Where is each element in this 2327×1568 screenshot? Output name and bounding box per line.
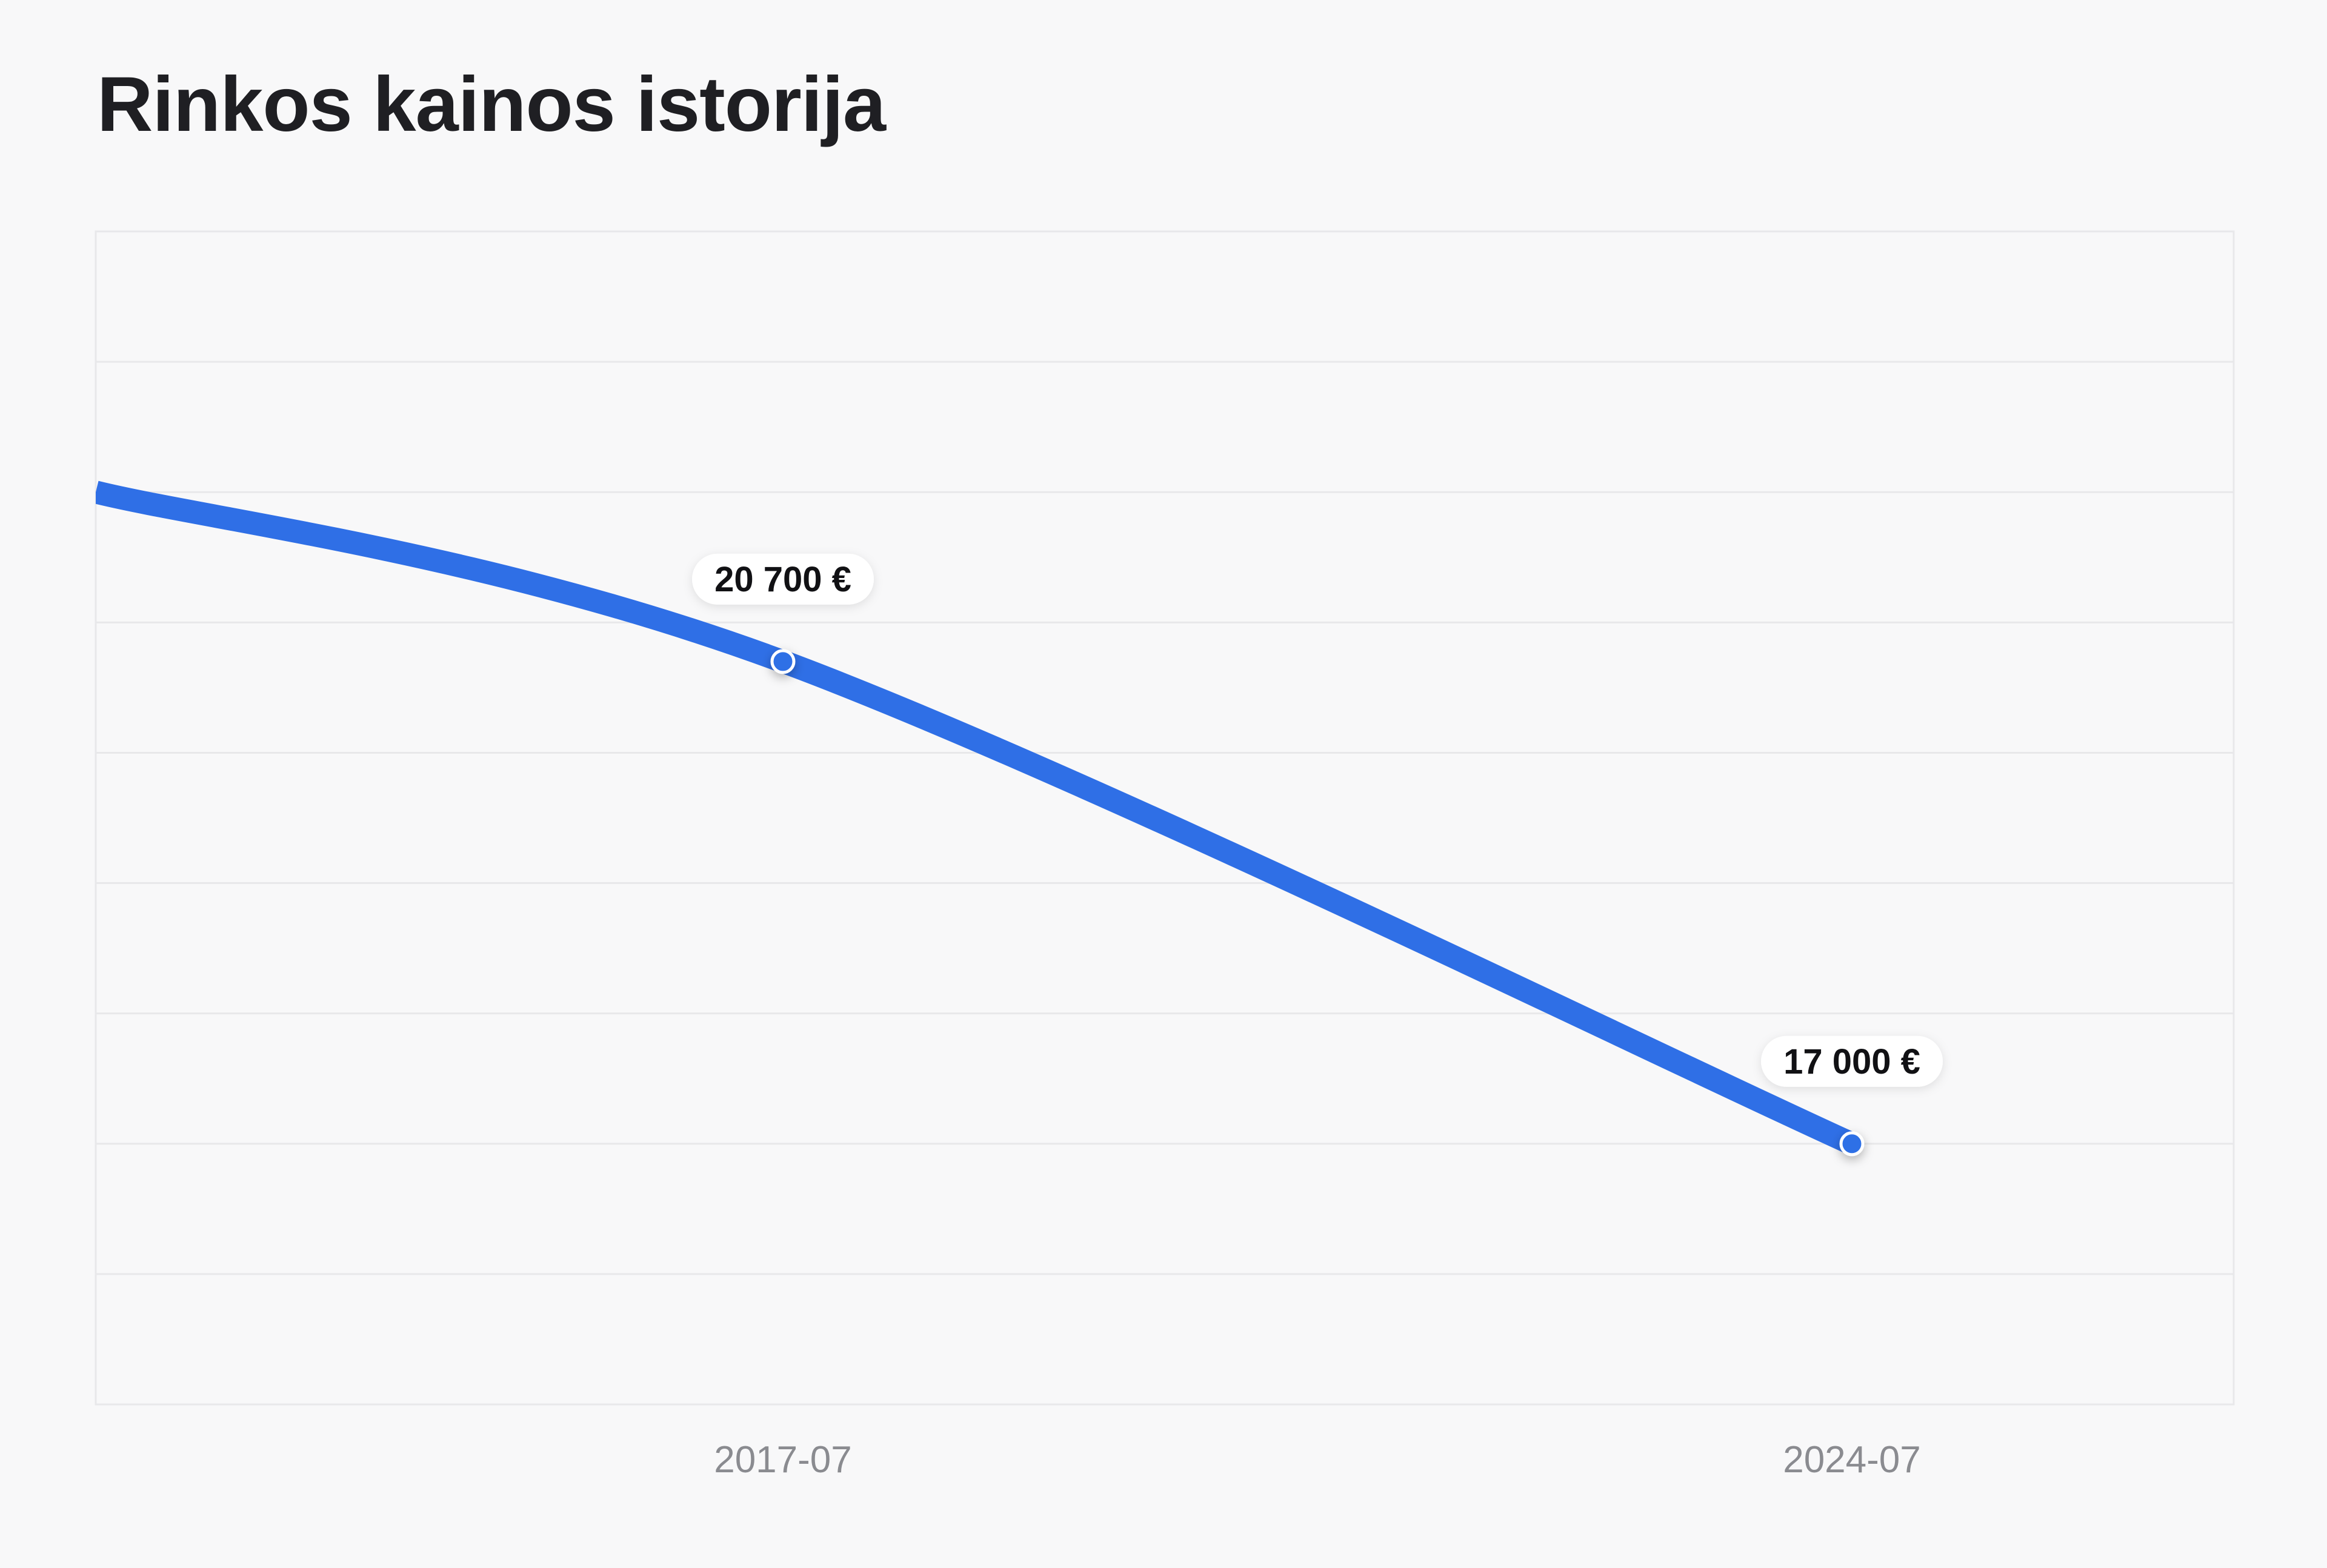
x-axis-ticks: 2017-07 2024-07	[714, 1439, 1921, 1481]
data-label-badge	[692, 553, 874, 605]
data-point	[770, 649, 796, 674]
plot-frame	[95, 230, 2235, 1406]
series-layer	[96, 480, 1857, 1155]
page-title: Rinkos kainos istorija	[97, 61, 886, 148]
grid-layer	[95, 230, 2235, 1406]
x-tick-label: 2017-07	[714, 1439, 852, 1481]
x-tick-label: 2024-07	[1783, 1439, 1921, 1481]
data-label: 17 000 €	[1783, 1042, 1920, 1081]
data-point-group: 17 000 €	[1761, 1035, 1943, 1157]
points-layer: 20 700 € 17 000 €	[692, 553, 1943, 1157]
data-point-group: 20 700 €	[692, 553, 874, 674]
data-label-badge	[1761, 1035, 1943, 1087]
data-point	[1839, 1131, 1865, 1157]
series-line	[96, 480, 1857, 1155]
data-label: 20 700 €	[714, 560, 851, 599]
